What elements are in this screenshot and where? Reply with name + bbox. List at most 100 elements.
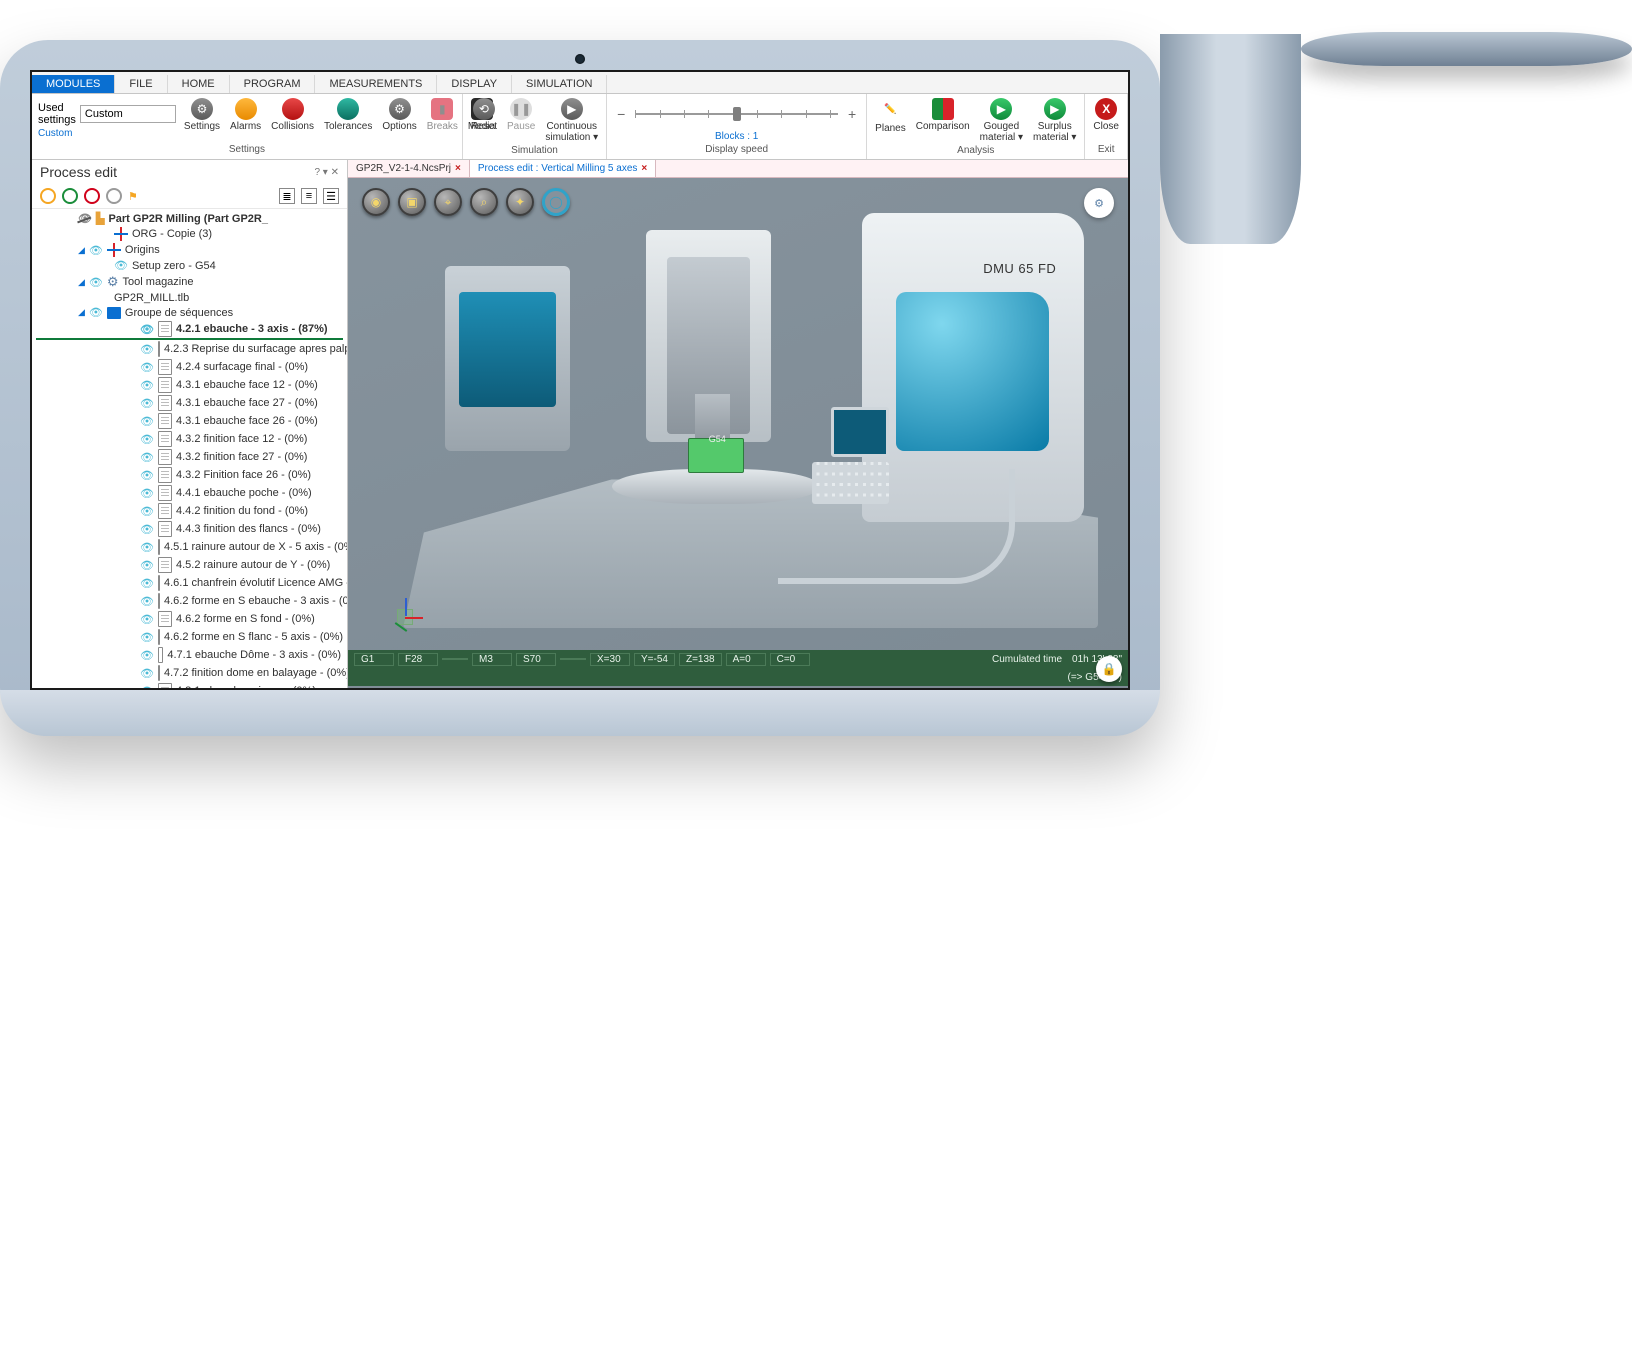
axis-gizmo[interactable] <box>388 600 422 634</box>
collapse-icon[interactable]: ◢ <box>78 307 85 318</box>
collapse-icon[interactable]: ◢ <box>78 277 85 288</box>
eye-icon[interactable]: 👁 <box>140 631 154 644</box>
eye-off-icon[interactable]: 👁 <box>78 212 92 225</box>
eye-icon[interactable]: 👁 <box>140 667 154 680</box>
status-corner-badge[interactable]: 🔒 <box>1096 656 1122 682</box>
eye-icon[interactable]: 👁 <box>140 595 154 608</box>
menu-tab-program[interactable]: PROGRAM <box>230 75 316 93</box>
sequence-row[interactable]: 👁4.3.2 finition face 27 - (0%) <box>36 448 343 466</box>
tree-toolmag[interactable]: ◢ 👁 ⚙ Tool magazine <box>36 273 343 291</box>
eye-icon[interactable]: 👁 <box>140 415 154 428</box>
btn-surplus[interactable]: ▶Surplus material ▾ <box>1031 96 1078 143</box>
btn-planes[interactable]: ✏️Planes <box>873 96 908 135</box>
canvas-btn-1[interactable]: ◉ <box>362 188 390 216</box>
sequence-row[interactable]: 👁4.8.1 ebauche rainure - (0%) <box>36 682 343 688</box>
eye-icon[interactable]: 👁 <box>140 451 154 464</box>
sequence-row[interactable]: 👁4.2.3 Reprise du surfacage apres palpag… <box>36 340 343 358</box>
eye-icon[interactable]: 👁 <box>140 541 154 554</box>
sequence-row[interactable]: 👁4.5.2 rainure autour de Y - (0%) <box>36 556 343 574</box>
sequence-row[interactable]: 👁4.3.2 finition face 12 - (0%) <box>36 430 343 448</box>
tool-flag[interactable]: ⚑ <box>128 190 138 203</box>
btn-options[interactable]: ⚙Options <box>380 96 418 133</box>
btn-pause[interactable]: ❚❚Pause <box>505 96 537 133</box>
sequence-row[interactable]: 👁4.6.2 forme en S fond - (0%) <box>36 610 343 628</box>
eye-icon[interactable]: 👁 <box>140 685 154 689</box>
view-btn-1[interactable]: ≣ <box>279 188 295 204</box>
close-tab-icon[interactable]: × <box>455 163 461 174</box>
btn-collisions[interactable]: Collisions <box>269 96 316 133</box>
menu-tab-display[interactable]: DISPLAY <box>437 75 512 93</box>
eye-icon[interactable]: 👁 <box>140 433 154 446</box>
close-tab-icon[interactable]: × <box>641 163 647 174</box>
process-tree[interactable]: 👁 ▙ Part GP2R Milling (Part GP2R_ ORG - … <box>32 209 347 688</box>
eye-icon[interactable]: 👁 <box>140 469 154 482</box>
tree-origins[interactable]: ◢ 👁 Origins <box>36 242 343 258</box>
sequence-row[interactable]: 👁4.6.2 forme en S ebauche - 3 axis - (0%… <box>36 592 343 610</box>
btn-continuous-sim[interactable]: ▶Continuous simulation ▾ <box>543 96 600 143</box>
eye-icon[interactable]: 👁 <box>89 244 103 257</box>
sequence-row[interactable]: 👁4.2.1 ebauche - 3 axis - (87%) <box>36 320 343 340</box>
eye-icon[interactable]: 👁 <box>114 259 128 272</box>
btn-close[interactable]: X Close <box>1091 96 1121 133</box>
menu-tab-home[interactable]: HOME <box>168 75 230 93</box>
btn-gouged[interactable]: ▶Gouged material ▾ <box>978 96 1025 143</box>
speed-slider[interactable] <box>635 103 838 125</box>
eye-icon[interactable]: 👁 <box>140 361 154 374</box>
sequence-row[interactable]: 👁4.4.1 ebauche poche - (0%) <box>36 484 343 502</box>
view-btn-2[interactable]: ≡ <box>301 188 317 204</box>
sequence-row[interactable]: 👁4.3.1 ebauche face 26 - (0%) <box>36 412 343 430</box>
eye-icon[interactable]: 👁 <box>140 523 154 536</box>
sequence-row[interactable]: 👁4.6.1 chanfrein évolutif Licence AMG - … <box>36 574 343 592</box>
btn-settings[interactable]: ⚙Settings <box>182 96 222 133</box>
panel-title-controls[interactable]: ? ▾ ✕ <box>314 167 339 178</box>
eye-icon[interactable]: 👁 <box>89 306 103 319</box>
sequence-row[interactable]: 👁4.3.2 Finition face 26 - (0%) <box>36 466 343 484</box>
eye-icon[interactable]: 👁 <box>140 323 154 336</box>
eye-icon[interactable]: 👁 <box>140 487 154 500</box>
sequence-row[interactable]: 👁4.3.1 ebauche face 12 - (0%) <box>36 376 343 394</box>
eye-icon[interactable]: 👁 <box>140 379 154 392</box>
sequence-row[interactable]: 👁4.2.4 surfacage final - (0%) <box>36 358 343 376</box>
eye-icon[interactable]: 👁 <box>140 505 154 518</box>
collapse-icon[interactable]: ◢ <box>78 245 85 256</box>
tree-part[interactable]: 👁 ▙ Part GP2R Milling (Part GP2R_ <box>36 211 343 226</box>
doc-tab-0[interactable]: GP2R_V2-1-4.NcsPrj× <box>348 160 470 177</box>
custom-link[interactable]: Custom <box>38 128 176 139</box>
btn-breaks[interactable]: ▮Breaks <box>425 96 460 133</box>
btn-alarms[interactable]: Alarms <box>228 96 263 133</box>
menu-tab-file[interactable]: FILE <box>115 75 167 93</box>
view-btn-3[interactable]: ☰ <box>323 188 339 204</box>
tool-circle-1[interactable] <box>40 188 56 204</box>
menu-tab-measurements[interactable]: MEASUREMENTS <box>315 75 437 93</box>
menu-tab-simulation[interactable]: SIMULATION <box>512 75 607 93</box>
3d-canvas[interactable]: ◉ ▣ ⌖ ⌕ ✦ ◯ ⚙ DMU 65 FD <box>348 178 1128 688</box>
btn-reset[interactable]: ⟲Reset <box>469 96 499 133</box>
tool-circle-3[interactable] <box>84 188 100 204</box>
eye-icon[interactable]: 👁 <box>140 613 154 626</box>
tree-toolfile[interactable]: GP2R_MILL.tlb <box>36 291 343 305</box>
doc-tab-1[interactable]: Process edit : Vertical Milling 5 axes× <box>470 160 656 177</box>
eye-icon[interactable]: 👁 <box>140 397 154 410</box>
eye-icon[interactable]: 👁 <box>140 649 154 662</box>
tree-seq-group[interactable]: ◢ 👁 Groupe de séquences <box>36 305 343 320</box>
tree-origin-g54[interactable]: 👁 Setup zero - G54 <box>36 258 343 273</box>
eye-icon[interactable]: 👁 <box>89 276 103 289</box>
tree-part-org[interactable]: ORG - Copie (3) <box>36 226 343 242</box>
sequence-row[interactable]: 👁4.7.2 finition dome en balayage - (0%) <box>36 664 343 682</box>
slider-minus[interactable]: − <box>613 106 629 122</box>
btn-tolerances[interactable]: Tolerances <box>322 96 374 133</box>
used-settings-input[interactable] <box>80 105 176 123</box>
tool-circle-2[interactable] <box>62 188 78 204</box>
sequence-row[interactable]: 👁4.3.1 ebauche face 27 - (0%) <box>36 394 343 412</box>
eye-icon[interactable]: 👁 <box>140 559 154 572</box>
sequence-row[interactable]: 👁4.4.2 finition du fond - (0%) <box>36 502 343 520</box>
eye-icon[interactable]: 👁 <box>140 343 154 356</box>
eye-icon[interactable]: 👁 <box>140 577 154 590</box>
btn-comparison[interactable]: Comparison <box>914 96 972 133</box>
sequence-row[interactable]: 👁4.4.3 finition des flancs - (0%) <box>36 520 343 538</box>
sequence-row[interactable]: 👁4.5.1 rainure autour de X - 5 axis - (0… <box>36 538 343 556</box>
slider-plus[interactable]: + <box>844 106 860 122</box>
sequence-row[interactable]: 👁4.6.2 forme en S flanc - 5 axis - (0%) <box>36 628 343 646</box>
tool-circle-4[interactable] <box>106 188 122 204</box>
menu-tab-modules[interactable]: MODULES <box>32 75 115 93</box>
